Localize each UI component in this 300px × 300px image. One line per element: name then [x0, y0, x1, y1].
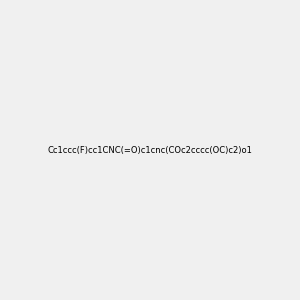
Text: Cc1ccc(F)cc1CNC(=O)c1cnc(COc2cccc(OC)c2)o1: Cc1ccc(F)cc1CNC(=O)c1cnc(COc2cccc(OC)c2)…: [48, 146, 252, 154]
